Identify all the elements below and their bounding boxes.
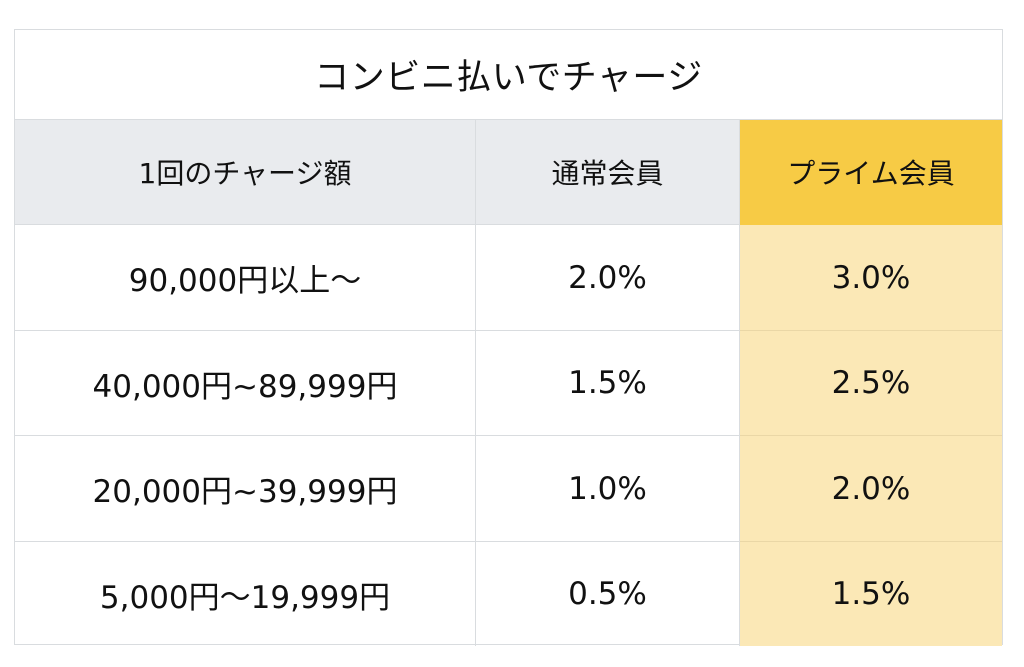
charge-rate-table: コンビニ払いでチャージ 1回のチャージ額 通常会員 プライム会員 90,000円… (14, 29, 1003, 646)
row-2-regular-rate: 1.5% (476, 331, 740, 436)
header-regular-member: 通常会員 (476, 120, 740, 225)
row-4-prime-rate: 1.5% (740, 542, 1002, 646)
header-prime-member: プライム会員 (740, 120, 1002, 225)
row-1-regular-rate: 2.0% (476, 225, 740, 331)
table-title: コンビニ払いでチャージ (15, 30, 1002, 120)
row-3-regular-rate: 1.0% (476, 436, 740, 542)
row-4-charge-amount: 5,000円～19,999円 (15, 542, 476, 646)
row-3-prime-rate: 2.0% (740, 436, 1002, 542)
row-1-prime-rate: 3.0% (740, 225, 1002, 331)
row-2-prime-rate: 2.5% (740, 331, 1002, 436)
header-charge-amount: 1回のチャージ額 (15, 120, 476, 225)
row-2-charge-amount: 40,000円~89,999円 (15, 331, 476, 436)
row-1-charge-amount: 90,000円以上～ (15, 225, 476, 331)
row-3-charge-amount: 20,000円~39,999円 (15, 436, 476, 542)
rate-grid: 1回のチャージ額 通常会員 プライム会員 90,000円以上～ 2.0% 3.0… (15, 120, 1002, 646)
row-4-regular-rate: 0.5% (476, 542, 740, 646)
